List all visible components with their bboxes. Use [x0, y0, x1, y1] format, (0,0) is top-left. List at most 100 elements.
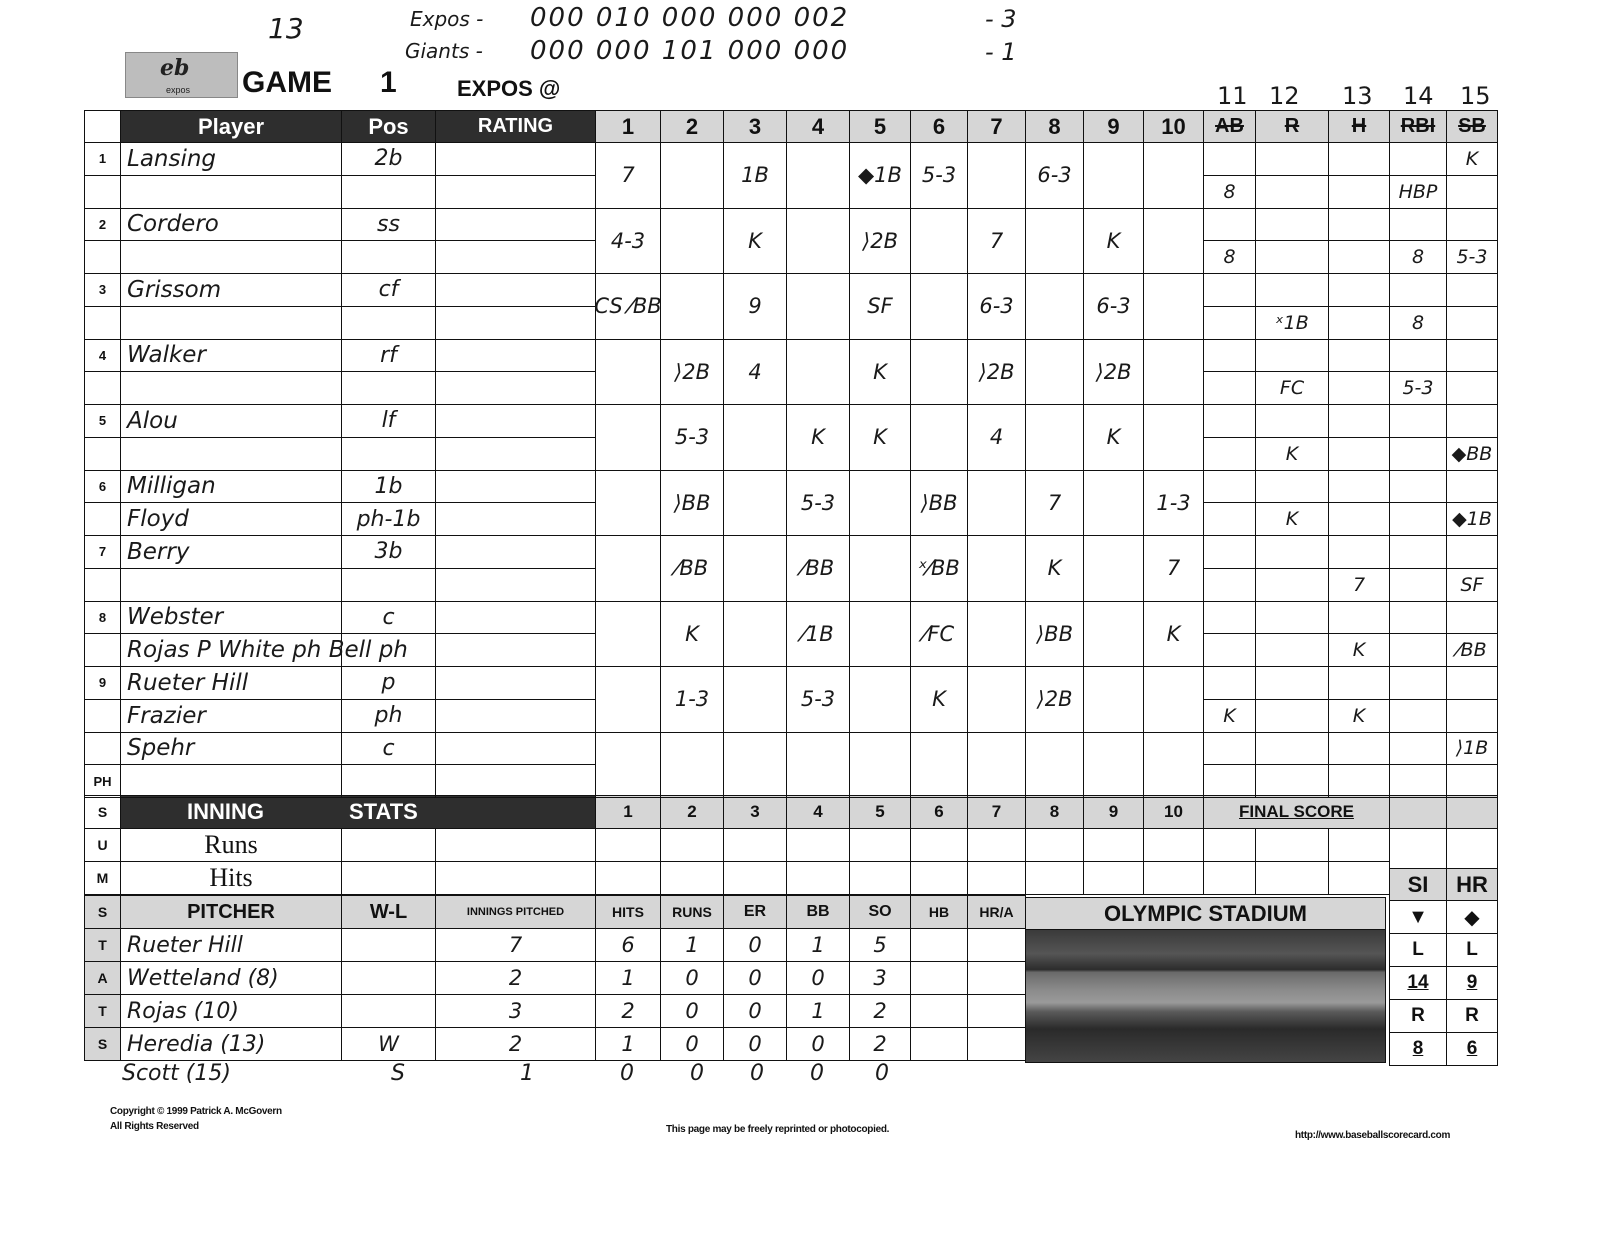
play-cell[interactable]: [1143, 404, 1204, 471]
play-cell[interactable]: [786, 273, 850, 340]
lineup-rating-cell[interactable]: [435, 338, 596, 373]
lineup-rating-cell[interactable]: [435, 535, 596, 569]
play-cell[interactable]: [1143, 731, 1204, 798]
extra-inning-cell[interactable]: [1328, 469, 1390, 504]
pitching-cell[interactable]: 3: [435, 994, 596, 1028]
extra-inning-cell[interactable]: [1389, 273, 1447, 307]
lineup-player-cell[interactable]: Rueter Hill: [120, 666, 342, 700]
extra-inning-cell[interactable]: [1328, 666, 1390, 700]
play-cell[interactable]: [1143, 142, 1204, 209]
lineup-rating-cell[interactable]: [435, 273, 596, 307]
lineup-pos-cell[interactable]: [341, 764, 436, 798]
pitching-cell[interactable]: [341, 994, 436, 1028]
lineup-pos-cell[interactable]: ss: [341, 207, 436, 242]
play-cell[interactable]: [595, 600, 661, 667]
extra-inning-cell[interactable]: [1255, 174, 1329, 209]
play-cell[interactable]: [967, 142, 1026, 209]
extra-inning-cell[interactable]: [1203, 305, 1256, 340]
extra-inning-cell[interactable]: [1446, 207, 1498, 242]
extra-inning-cell[interactable]: [1389, 764, 1447, 798]
extra-inning-cell[interactable]: [1328, 207, 1390, 242]
play-cell[interactable]: K: [910, 666, 968, 733]
extra-inning-cell[interactable]: [1203, 567, 1256, 602]
play-cell[interactable]: ⁄BB: [660, 535, 724, 602]
play-cell[interactable]: [910, 273, 968, 340]
lineup-rating-cell[interactable]: [435, 207, 596, 242]
extra-inning-cell[interactable]: K: [1255, 502, 1329, 536]
extra-inning-cell[interactable]: [1446, 404, 1498, 438]
extra-inning-cell[interactable]: [1389, 698, 1447, 733]
play-cell[interactable]: [595, 338, 661, 405]
play-cell[interactable]: [1083, 731, 1144, 798]
extra-inning-cell[interactable]: [1203, 469, 1256, 504]
play-cell[interactable]: [595, 404, 661, 471]
extra-inning-cell[interactable]: [1328, 338, 1390, 373]
extra-inning-cell[interactable]: FC: [1255, 371, 1329, 405]
pitching-cell[interactable]: 0: [660, 1027, 724, 1061]
play-cell[interactable]: K: [1143, 600, 1204, 667]
play-cell[interactable]: [910, 207, 968, 274]
lineup-player-cell[interactable]: [120, 305, 342, 340]
play-cell[interactable]: 7: [967, 207, 1026, 274]
pitching-cell[interactable]: 0: [786, 961, 850, 995]
extra-inning-cell[interactable]: [1203, 273, 1256, 307]
extra-inning-cell[interactable]: [1255, 338, 1329, 373]
extra-inning-cell[interactable]: [1203, 436, 1256, 471]
play-cell[interactable]: [967, 666, 1026, 733]
play-cell[interactable]: K: [1083, 207, 1144, 274]
extra-inning-cell[interactable]: [1389, 207, 1447, 242]
extra-inning-cell[interactable]: [1446, 600, 1498, 635]
lineup-pos-cell[interactable]: rf: [341, 338, 436, 373]
extra-inning-cell[interactable]: [1446, 174, 1498, 209]
play-cell[interactable]: ⟩BB: [1025, 600, 1084, 667]
extra-inning-cell[interactable]: [1255, 698, 1329, 733]
play-cell[interactable]: [595, 469, 661, 536]
lineup-rating-cell[interactable]: [435, 371, 596, 405]
lineup-rating-cell[interactable]: [435, 764, 596, 798]
extra-inning-cell[interactable]: 5-3: [1446, 240, 1498, 274]
extra-inning-cell[interactable]: [1389, 535, 1447, 569]
extra-inning-cell[interactable]: [1328, 305, 1390, 340]
play-cell[interactable]: 4-3: [595, 207, 661, 274]
lineup-rating-cell[interactable]: [435, 240, 596, 274]
lineup-player-cell[interactable]: [120, 764, 342, 798]
pitching-cell[interactable]: 1: [786, 994, 850, 1028]
lineup-pos-cell[interactable]: [341, 240, 436, 274]
lineup-pos-cell[interactable]: cf: [341, 273, 436, 307]
pitching-cell[interactable]: 1: [660, 928, 724, 962]
extra-inning-cell[interactable]: [1255, 764, 1329, 798]
pitching-cell[interactable]: [341, 928, 436, 962]
play-cell[interactable]: 7: [1143, 535, 1204, 602]
extra-inning-cell[interactable]: [1255, 240, 1329, 274]
pitching-cell[interactable]: 2: [849, 994, 911, 1028]
lineup-rating-cell[interactable]: [435, 666, 596, 700]
play-cell[interactable]: [723, 469, 787, 536]
lineup-rating-cell[interactable]: [435, 600, 596, 635]
play-cell[interactable]: 4: [723, 338, 787, 405]
play-cell[interactable]: 5-3: [786, 469, 850, 536]
play-cell[interactable]: 9: [723, 273, 787, 340]
extra-inning-cell[interactable]: [1446, 666, 1498, 700]
extra-inning-cell[interactable]: [1255, 633, 1329, 667]
play-cell[interactable]: [1143, 338, 1204, 405]
play-cell[interactable]: 1B: [723, 142, 787, 209]
lineup-rating-cell[interactable]: [435, 404, 596, 438]
extra-inning-cell[interactable]: 8: [1203, 174, 1256, 209]
extra-inning-cell[interactable]: [1255, 273, 1329, 307]
extra-inning-cell[interactable]: [1255, 731, 1329, 766]
extra-inning-cell[interactable]: [1255, 469, 1329, 504]
play-cell[interactable]: [786, 207, 850, 274]
play-cell[interactable]: [967, 469, 1026, 536]
play-cell[interactable]: [660, 273, 724, 340]
play-cell[interactable]: [595, 535, 661, 602]
play-cell[interactable]: ⟩2B: [849, 207, 911, 274]
pitching-cell[interactable]: 2: [595, 994, 661, 1028]
play-cell[interactable]: [660, 142, 724, 209]
extra-inning-cell[interactable]: [1328, 142, 1390, 176]
lineup-player-cell[interactable]: Lansing: [120, 142, 342, 176]
pitching-cell[interactable]: 0: [723, 961, 787, 995]
pitching-cell[interactable]: 0: [723, 928, 787, 962]
extra-inning-cell[interactable]: [1389, 731, 1447, 766]
play-cell[interactable]: [1083, 469, 1144, 536]
pitching-cell[interactable]: [967, 1027, 1026, 1061]
